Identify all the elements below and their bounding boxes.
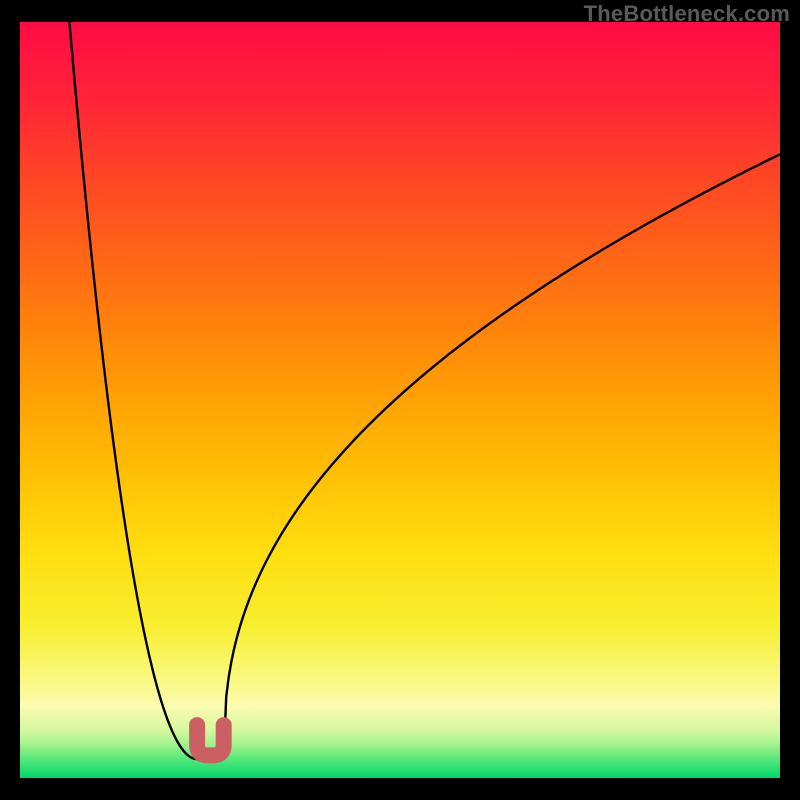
valley-marker [197,725,224,755]
bottleneck-curve [69,22,780,759]
chart-frame [20,22,780,778]
watermark-text: TheBottleneck.com [584,1,790,27]
curve-layer [20,22,780,778]
